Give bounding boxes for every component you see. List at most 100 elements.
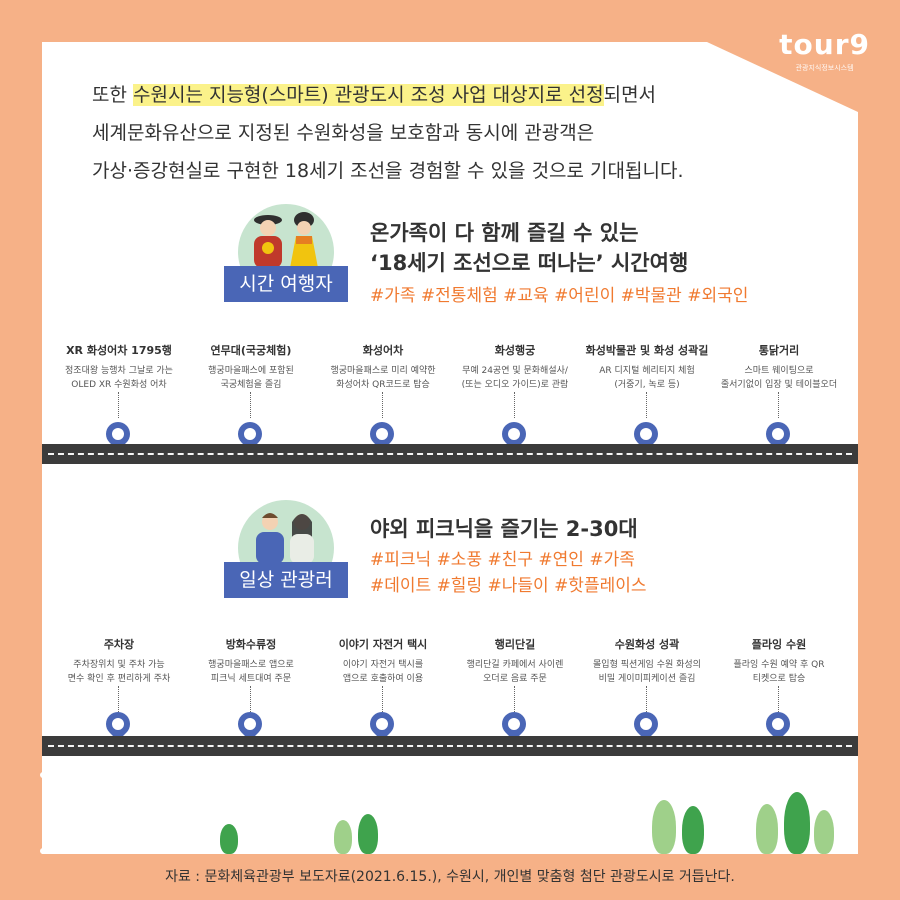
stop-desc-line: 행궁마을패스로 미리 예약한: [330, 366, 436, 376]
logo-word: tour9: [779, 28, 870, 61]
stop-title: 이야기 자전거 택시: [338, 638, 428, 651]
dotted-line: [778, 686, 779, 712]
stop-desc-line: AR 디지털 헤리티지 체험: [599, 366, 695, 376]
stop-title: 연무대(국궁체험): [210, 344, 292, 357]
section2-tags-line2: #데이트 #힐링 #나들이 #핫플레이스: [370, 576, 647, 596]
section-daily-tourist: 일상 관광러 야외 피크닉을 즐기는 2-30대 #피크닉 #소풍 #친구 #연…: [224, 500, 804, 610]
dotted-line: [118, 392, 119, 418]
tree-icon: [334, 820, 352, 854]
stop-title: 통닭거리: [758, 344, 800, 357]
tour9-logo: tour9 관광지식정보시스템: [779, 28, 870, 73]
tree-decoration: [42, 774, 858, 854]
time-traveler-illustration: 시간 여행자: [224, 204, 348, 302]
stop-desc-line: 스마트 웨이팅으로: [744, 366, 814, 376]
intro-line-1-post: 되면서: [603, 84, 657, 106]
corner-dot: [116, 848, 122, 854]
stop-desc-line: 무예 24공연 및 문화해설사/: [462, 366, 568, 376]
stop-title: 화성어차: [362, 344, 404, 357]
stop-desc-line: 앱으로 호출하여 이용: [342, 674, 424, 684]
stop-title: 방화수류정: [225, 638, 277, 651]
section2-title: 야외 피크닉을 즐기는 2-30대: [370, 517, 638, 541]
source-caption: 자료 : 문화체육관광부 보도자료(2021.6.15.), 수원시, 개인별 …: [165, 869, 735, 885]
stop-desc-line: 줄서기없이 입장 및 테이블오더: [720, 380, 838, 390]
stop-desc: 플라잉 수원 예약 후 QR 티켓으로 탑승: [704, 658, 854, 686]
time-traveler-badge: 시간 여행자: [224, 266, 348, 302]
intro-highlight: 수원시는 지능형(스마트) 관광도시 조성 사업 대상지로 선정: [133, 84, 604, 106]
intro-line-3: 가상·증강현실로 구현한 18세기 조선을 경험할 수 있을 것으로 기대됩니다…: [92, 160, 684, 182]
stop-desc-line: 화성어차 QR코드로 탑승: [336, 380, 430, 390]
stop-desc-line: 면수 확인 후 편리하게 주차: [67, 674, 171, 684]
logo-subtitle: 관광지식정보시스템: [795, 64, 854, 72]
section1-tags: #가족 #전통체험 #교육 #어린이 #박물관 #외국인: [370, 286, 749, 306]
timeline-stop: 화성행궁 무예 24공연 및 문화해설사/ (또는 오디오 가이드)로 관람: [440, 342, 590, 451]
stop-desc-line: 주차장위치 및 주차 가능: [73, 660, 165, 670]
tree-icon: [220, 824, 238, 854]
stop-desc-line: 플라잉 수원 예약 후 QR: [733, 660, 825, 670]
dotted-line: [382, 686, 383, 712]
timeline-time-traveler: XR 화성어차 1795행 정조대왕 능행차 그날로 가는 OLED XR 수원화…: [42, 342, 858, 452]
stop-desc-line: 오더로 음료 주문: [483, 674, 547, 684]
intro-paragraph: 또한 수원시는 지능형(스마트) 관광도시 조성 사업 대상지로 선정되면서 세…: [92, 76, 732, 190]
tree-icon: [652, 800, 676, 854]
stop-desc-line: 행궁마을패스에 포함된: [208, 366, 294, 376]
tree-icon: [682, 806, 704, 854]
dotted-line: [250, 686, 251, 712]
stop-desc: 무예 24공연 및 문화해설사/ (또는 오디오 가이드)로 관람: [440, 364, 590, 392]
stop-desc-line: 이야기 자전거 택시를: [342, 660, 424, 670]
timeline-stop: XR 화성어차 1795행 정조대왕 능행차 그날로 가는 OLED XR 수원화…: [44, 342, 194, 451]
stop-title: 주차장: [103, 638, 135, 651]
stop-desc-line: 정조대왕 능행차 그날로 가는: [65, 366, 173, 376]
stop-desc-line: 행궁마을패스로 앱으로: [208, 660, 294, 670]
corner-dot: [40, 772, 46, 778]
tree-icon: [358, 814, 378, 854]
section-time-traveler: 시간 여행자 온가족이 다 함께 즐길 수 있는 ‘18세기 조선으로 떠나는’…: [224, 204, 804, 314]
picnic-couple-icon: [256, 513, 314, 564]
stop-desc-line: 비밀 게이미피케이션 즐김: [598, 674, 696, 684]
dotted-line: [382, 392, 383, 418]
stop-desc-line: 행리단길 카페에서 사이렌: [466, 660, 564, 670]
dotted-line: [250, 392, 251, 418]
stop-desc: AR 디지털 헤리티지 체험 (거중기, 녹로 등): [572, 364, 722, 392]
dotted-line: [514, 686, 515, 712]
dotted-line: [778, 392, 779, 418]
joseon-couple-icon: [254, 212, 318, 268]
stop-title: XR 화성어차 1795행: [66, 344, 172, 357]
intro-line-1-pre: 또한: [92, 84, 133, 106]
daily-tourist-illustration: 일상 관광러: [224, 500, 348, 598]
section1-title-line2: ‘18세기 조선으로 떠나는’ 시간여행: [370, 251, 689, 275]
stop-title: 행리단길: [494, 638, 536, 651]
intro-line-2: 세계문화유산으로 지정된 수원화성을 보호함과 동시에 관광객은: [92, 122, 595, 144]
section1-title-line1: 온가족이 다 함께 즐길 수 있는: [370, 221, 639, 245]
stop-desc-line: 몰입형 픽션게임 수원 화성의: [593, 660, 701, 670]
stop-desc-line: 국궁체험을 즐김: [220, 380, 282, 390]
section2-tags-line1: #피크닉 #소풍 #친구 #연인 #가족: [370, 550, 635, 570]
corner-dot: [40, 848, 46, 854]
tree-icon: [814, 810, 834, 854]
stop-desc-line: 피크닉 세트대여 주문: [210, 674, 292, 684]
stop-desc-line: (또는 오디오 가이드)로 관람: [461, 380, 569, 390]
stop-title: 플라잉 수원: [751, 638, 807, 651]
stop-title: 화성행궁: [494, 344, 536, 357]
dotted-line: [514, 392, 515, 418]
timeline-stop: 화성박물관 및 화성 성곽길 AR 디지털 헤리티지 체험 (거중기, 녹로 등): [572, 342, 722, 451]
stop-title: 화성박물관 및 화성 성곽길: [585, 344, 709, 357]
stop-desc-line: OLED XR 수원화성 어차: [71, 380, 167, 390]
stop-desc-line: 티켓으로 탑승: [752, 674, 806, 684]
tree-icon: [756, 804, 778, 854]
stop-title: 수원화성 성곽: [614, 638, 680, 651]
